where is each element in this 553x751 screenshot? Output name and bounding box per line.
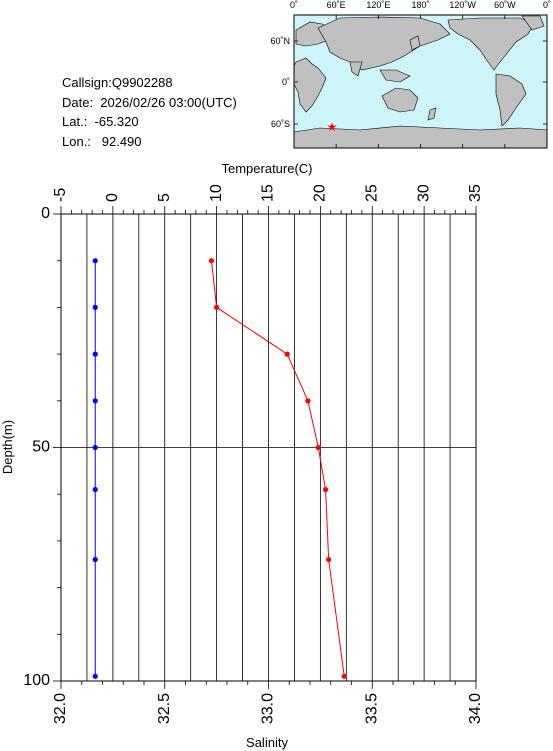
map-lat-label: 0˚	[282, 77, 290, 87]
land-se-asia	[379, 69, 411, 83]
plot-frame	[60, 213, 477, 682]
data-point	[214, 304, 220, 310]
land-australia	[381, 87, 419, 113]
temperature-tick-label: 30	[415, 184, 432, 202]
data-point	[92, 351, 98, 357]
salinity-tick-label: 32.0	[52, 693, 69, 724]
data-point	[92, 304, 98, 310]
depth-tick-label: 100	[23, 672, 50, 689]
chart-frame	[60, 213, 477, 682]
series-line	[210, 260, 345, 677]
salinity-tick-label: 32.5	[156, 693, 173, 724]
data-point	[208, 258, 215, 264]
depth-tick-label: 50	[32, 439, 50, 456]
map-side-labels: 60˚N 0˚ 60˚S	[270, 36, 290, 129]
salinity-tick-labels: 32.0 32.5 33.0 33.5 34.0	[52, 693, 484, 724]
depth-tick-labels: 0 50 100	[23, 205, 50, 689]
depth-axis-label: Depth(m)	[0, 420, 15, 474]
map-lat-label: 60˚S	[271, 119, 290, 129]
chart-series	[92, 258, 347, 679]
map-lon-label: 120˚W	[449, 0, 476, 10]
map-top-labels: 0˚ 60˚E 120˚E 180˚ 120˚W 60˚W 0˚	[290, 0, 551, 10]
depth-tick-label: 0	[41, 205, 50, 222]
temperature-tick-labels: -5 0 5 10 15 20 25 30 35	[52, 184, 484, 202]
map-lon-label: 120˚E	[366, 0, 390, 10]
temperature-tick-label: 25	[363, 184, 380, 202]
chart-ticks	[53, 206, 477, 689]
data-point	[92, 258, 98, 264]
land-india	[349, 61, 363, 77]
temperature-tick-label: 35	[467, 184, 484, 202]
salinity-axis-label: Salinity	[246, 735, 288, 750]
salinity-tick-label: 33.5	[363, 693, 380, 724]
callsign-text: Callsign:Q9902288	[62, 75, 173, 90]
data-point	[315, 444, 321, 451]
land-south-america	[495, 73, 527, 127]
temperature-tick-label: -5	[52, 188, 69, 202]
map-ticks	[293, 15, 548, 148]
temperature-tick-label: 10	[208, 184, 225, 202]
map-lon-label: 60˚E	[327, 0, 346, 10]
station-marker: ★	[327, 120, 338, 134]
data-point	[341, 673, 347, 679]
land-greenland	[521, 15, 545, 31]
temperature-tick-label: 5	[156, 193, 173, 202]
salinity-tick-label: 34.0	[467, 693, 484, 724]
chart-grid	[61, 214, 476, 681]
world-map: 0˚ 60˚E 120˚E 180˚ 120˚W 60˚W 0˚ 60˚N 0˚ 60˚S ★	[270, 0, 551, 149]
map-land	[293, 15, 548, 149]
land-nz	[427, 107, 437, 121]
map-lon-label: 60˚W	[494, 0, 516, 10]
temperature-tick-label: 15	[260, 184, 277, 202]
data-point	[92, 673, 98, 679]
map-lon-label: 180˚	[411, 0, 429, 10]
date-text: Date: 2026/02/26 03:00(UTC)	[62, 94, 237, 110]
data-point	[92, 486, 98, 493]
temperature-tick-label: 0	[104, 193, 121, 202]
map-lat-label: 60˚N	[270, 36, 290, 46]
salinity-tick-label: 33.0	[260, 693, 277, 724]
temperature-axis-label: Temperature(C)	[221, 161, 312, 176]
map-lon-label: 0˚	[290, 0, 298, 10]
land-asia	[317, 16, 451, 71]
data-point	[326, 556, 332, 563]
data-point	[322, 486, 329, 493]
data-point	[92, 556, 98, 563]
land-japan	[409, 35, 421, 51]
latitude-text: Lat.: -65.320	[62, 114, 139, 129]
temperature-tick-label: 20	[312, 184, 329, 202]
data-point	[305, 398, 311, 404]
station-info: Callsign:Q9902288 Date: 2026/02/26 03:00…	[62, 73, 237, 151]
longitude-text: Lon.: 92.490	[62, 133, 142, 149]
land-africa	[293, 57, 327, 113]
data-point	[92, 444, 98, 451]
data-point	[284, 351, 290, 357]
data-point	[92, 398, 98, 404]
map-lon-label: 0˚	[543, 0, 551, 10]
